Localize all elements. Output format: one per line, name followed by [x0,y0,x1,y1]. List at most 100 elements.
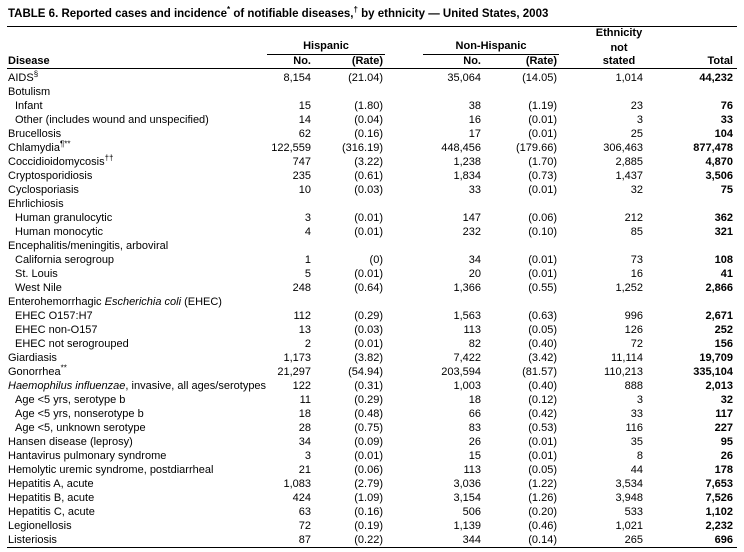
nonhispanic-no-cell: 33 [468,184,481,196]
ethnicity-not-stated-cell: 2,885 [615,156,643,168]
nonhispanic-rate-cell: (0.01) [528,128,557,140]
nonhispanic-rate-cell: (0.55) [528,282,557,294]
hispanic-no-cell: 424 [292,492,311,504]
ethnicity-not-stated-cell: 533 [624,506,643,518]
total-cell: 104 [714,128,733,140]
column-group-non-hispanic: Non-Hispanic [387,40,561,55]
total-cell: 335,104 [693,366,733,378]
nonhispanic-no-cell: 17 [468,128,481,140]
table-row: Hepatitis C, acute 63 (0.16) 506 (0.20) 533 1,… [7,505,737,519]
header-spacer [387,27,561,41]
hispanic-no-cell [257,197,315,211]
hispanic-no-cell: 15 [298,100,311,112]
disease-name: Botulism [8,86,51,98]
hispanic-no-cell: 112 [293,310,311,322]
table-row: Other (includes wound and unspecified) 14… [7,113,737,127]
column-header-nonhispanic-no: No. [463,55,481,67]
ethnicity-not-stated-cell: 72 [630,338,643,350]
nonhispanic-no-cell: 82 [468,338,481,350]
ethnicity-not-stated-cell: 23 [630,100,643,112]
hispanic-rate-cell: (1.80) [354,100,383,112]
hispanic-rate-cell: (2.79) [354,478,383,490]
disease-name: Age <5 yrs, serotype b [15,394,126,406]
disease-name: St. Louis [15,268,58,280]
total-cell: 4,870 [705,156,733,168]
disease-table: Disease Ethnicity Hispanic Non-Hispanic … [7,26,737,548]
hispanic-rate-cell: (54.94) [348,366,383,378]
hispanic-rate-cell: (0.06) [354,464,383,476]
ethnicity-not-stated-cell: 35 [630,436,643,448]
nonhispanic-no-cell [387,197,485,211]
total-cell [647,197,737,211]
ethnicity-not-stated-cell: 3 [636,114,643,126]
nonhispanic-no-cell: 20 [468,268,481,280]
nonhispanic-rate-cell: (0.10) [528,226,557,238]
total-cell: 41 [720,268,733,280]
nonhispanic-rate-cell: (0.46) [528,520,557,532]
column-header-ethnicity-line2: not [610,42,628,54]
nonhispanic-no-cell: 7,422 [453,352,481,364]
table-row: Infant 15 (1.80) 38 (1.19) 23 76 [7,99,737,113]
hispanic-no-cell: 21,297 [277,366,311,378]
table-row: West Nile 248 (0.64) 1,366 (0.55) 1,252 2,866 [7,281,737,295]
nonhispanic-rate-cell: (0.01) [528,268,557,280]
ethnicity-not-stated-cell: 16 [630,268,643,280]
nonhispanic-rate-cell: (0.06) [528,212,557,224]
column-header-ethnicity-line3: stated [602,55,636,67]
hispanic-rate-cell: (0.09) [354,436,383,448]
table-row: Giardiasis 1,173 (3.82) 7,422 (3.42) 11,114 19… [7,351,737,365]
ethnicity-not-stated-cell: 888 [624,380,643,392]
total-cell [647,239,737,253]
total-cell: 362 [714,212,733,224]
nonhispanic-no-cell [387,239,485,253]
ethnicity-not-stated-cell: 110,213 [604,366,643,378]
hispanic-rate-cell: (0.01) [354,268,383,280]
nonhispanic-no-cell: 113 [463,464,481,476]
hispanic-rate-cell [315,239,387,253]
nonhispanic-rate-cell [485,239,561,253]
hispanic-rate-cell: (1.09) [354,492,383,504]
disease-name: Gonorrhea** [8,363,67,378]
nonhispanic-no-cell: 66 [468,408,481,420]
hispanic-rate-cell: (0.01) [354,338,383,350]
nonhispanic-rate-cell: (0.14) [528,534,557,546]
ethnicity-not-stated-cell: 33 [630,408,643,420]
table-row: Human granulocytic 3 (0.01) 147 (0.06) 212 362 [7,211,737,225]
hispanic-no-cell: 28 [298,422,311,434]
table-row: Chlamydia¶** 122,559 (316.19) 448,456 (179.6… [7,140,737,155]
disease-name: Coccidioidomycosis†† [8,153,114,168]
disease-name: Cryptosporidiosis [8,170,93,182]
hispanic-no-cell: 2 [304,338,311,350]
hispanic-rate-cell: (0) [369,254,383,266]
nonhispanic-no-cell: 26 [468,436,481,448]
table-row: EHEC non-O157 13 (0.03) 113 (0.05) 126 252 [7,323,737,337]
ethnicity-not-stated-cell [561,239,647,253]
header-row-1: Disease Ethnicity [7,27,737,67]
total-cell: 95 [720,436,733,448]
table-row: Age <5, unknown serotype 28 (0.75) 83 (0.53)… [7,421,737,435]
hispanic-no-cell: 62 [298,128,311,140]
disease-name: Hepatitis A, acute [8,478,94,490]
table-row: EHEC not serogrouped 2 (0.01) 82 (0.40) 72 156 [7,337,737,351]
hispanic-no-cell: 21 [298,464,311,476]
ethnicity-not-stated-cell: 11,114 [610,352,643,364]
nonhispanic-no-cell: 34 [468,254,481,266]
disease-name: Haemophilus influenzae, invasive, all ag… [8,380,267,392]
total-cell: 3,506 [705,170,733,182]
ethnicity-not-stated-cell: 32 [630,184,643,196]
nonhispanic-rate-cell: (0.01) [528,436,557,448]
hispanic-rate-cell: (0.48) [354,408,383,420]
disease-name: Infant [15,100,43,112]
table-row: Human monocytic 4 (0.01) 232 (0.10) 85 321 [7,225,737,239]
hispanic-no-cell: 13 [298,324,311,336]
table-row: Legionellosis 72 (0.19) 1,139 (0.46) 1,021 2,2… [7,519,737,533]
nonhispanic-rate-cell: (0.20) [528,506,557,518]
table-row: AIDS§ 8,154 (21.04) 35,064 (14.05) 1,014 44,23… [7,69,737,86]
table-body: AIDS§ 8,154 (21.04) 35,064 (14.05) 1,014 44,23… [7,69,737,548]
total-cell: 44,232 [699,72,733,84]
hispanic-no-cell: 1 [304,254,311,266]
ethnicity-not-stated-cell [561,85,647,99]
hispanic-rate-cell [315,197,387,211]
hispanic-rate-cell: (0.01) [354,226,383,238]
table-row: Enterohemorrhagic Escherichia coli (EHEC… [7,295,737,309]
